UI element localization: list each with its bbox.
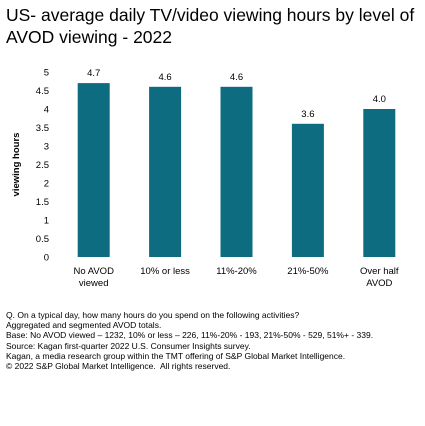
chart-title: US- average daily TV/video viewing hours… <box>6 5 415 47</box>
note-copyright: © 2022 S&P Global Market Intelligence. A… <box>6 361 231 372</box>
x-tick-label: Over half <box>360 266 399 277</box>
y-tick-label: 3.5 <box>36 123 49 134</box>
note-question: Q. On a typical day, how many hours do y… <box>6 310 300 320</box>
y-tick-label: 2.5 <box>36 160 49 171</box>
note-source: Source: Kagan first-quarter 2022 U.S. Co… <box>6 340 251 351</box>
x-tick-label: AVOD <box>366 278 392 289</box>
bar-value-label: 4.6 <box>230 72 243 83</box>
x-tick-label: 11%-20% <box>216 266 257 277</box>
note-kagan: Kagan, a media research group within the… <box>6 350 346 361</box>
note-base: Base: No AVOD viewed – 1232, 10% or less… <box>6 330 374 341</box>
y-tick-label: 1.5 <box>36 197 49 208</box>
y-tick-label: 0.5 <box>36 234 49 245</box>
bar <box>291 123 324 257</box>
y-tick-label: 4 <box>44 105 49 116</box>
x-tick-label: viewed <box>79 278 109 289</box>
y-tick-label: 5 <box>44 68 49 79</box>
y-tick-label: 3 <box>44 142 49 153</box>
bar <box>220 86 253 257</box>
note-aggregation: Aggregated and segmented AVOD totals. <box>6 320 162 331</box>
x-tick-label: 21%-50% <box>287 266 329 277</box>
bar-value-label: 3.6 <box>301 109 314 120</box>
bar-value-label: 4.7 <box>87 68 100 79</box>
bar-value-label: 4.0 <box>373 94 386 105</box>
y-tick-label: 4.5 <box>36 86 49 97</box>
bar-value-label: 4.6 <box>158 72 171 83</box>
bar <box>363 109 396 257</box>
bar-chart: 0 0.5 1 1.5 2 2.5 3 3.5 4 4.5 5 viewing hours 4.7 No … <box>11 68 399 290</box>
y-tick-label: 2 <box>44 179 49 190</box>
y-tick-label: 0 <box>44 253 49 264</box>
bar <box>77 83 110 257</box>
y-tick-label: 1 <box>44 216 49 227</box>
x-tick-label: No AVOD <box>73 266 114 277</box>
chart-notes: Q. On a typical day, how many hours do y… <box>6 310 420 371</box>
y-axis-label: viewing hours <box>11 133 22 197</box>
x-tick-label: 10% or less <box>140 266 190 277</box>
bar <box>149 86 182 257</box>
